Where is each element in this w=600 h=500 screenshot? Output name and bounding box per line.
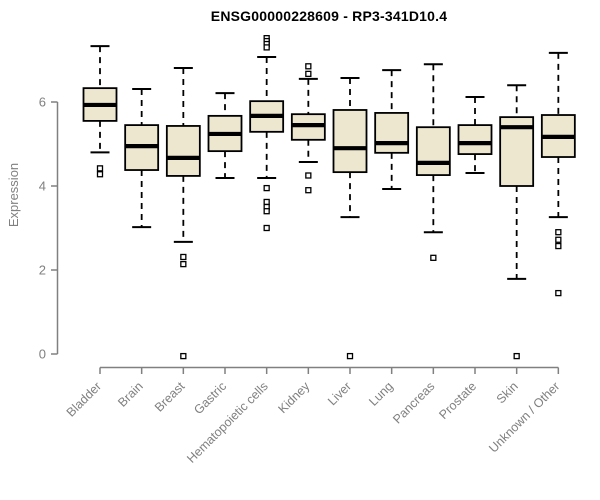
y-tick-label: 0 — [39, 347, 46, 362]
outlier-point — [96, 165, 104, 172]
iqr-box — [415, 126, 451, 176]
chart-title: ENSG00000228609 - RP3-341D10.4 — [210, 8, 448, 24]
x-category-label: Kidney — [276, 379, 313, 416]
outlier-point — [263, 44, 270, 51]
boxplot-group-breast — [165, 66, 201, 360]
outlier-point — [263, 208, 270, 215]
outlier-point — [555, 229, 562, 236]
outlier-point — [305, 63, 312, 70]
boxplot-group-prostate — [457, 95, 493, 174]
x-category-label: Hematopoietic cells — [184, 379, 271, 466]
outlier-point — [555, 236, 562, 243]
outlier-point — [305, 70, 312, 78]
outlier-point — [305, 172, 312, 179]
x-category-label: Prostate — [436, 379, 479, 422]
iqr-box — [457, 124, 493, 155]
outlier-point — [555, 289, 562, 297]
x-category-label: Pancreas — [390, 379, 437, 426]
x-category-label: Breast — [152, 379, 188, 415]
boxplot-group-pancreas — [415, 63, 451, 261]
outlier-point — [513, 352, 520, 360]
boxplot-group-skin — [499, 84, 535, 360]
y-tick-label: 4 — [39, 179, 46, 194]
outlier-point — [263, 198, 270, 206]
x-category-label: Unknown / Other — [486, 379, 562, 455]
boxplot-group-unknown-other — [540, 51, 576, 297]
outlier-point — [96, 171, 104, 178]
boxplot-group-gastric — [207, 92, 243, 180]
boxplot-group-lung — [374, 69, 410, 190]
outlier-point — [263, 184, 270, 192]
y-tick-label: 2 — [39, 263, 46, 278]
y-tick-label: 6 — [39, 95, 46, 110]
iqr-box — [332, 109, 368, 174]
x-category-label: Skin — [494, 379, 521, 406]
x-category-label: Liver — [325, 379, 354, 408]
boxplot-group-liver — [332, 77, 368, 360]
outlier-point — [180, 352, 187, 360]
outlier-point — [346, 352, 354, 360]
x-category-label: Gastric — [191, 379, 229, 417]
outlier-point — [180, 253, 187, 261]
boxplot-group-hematopoietic-cells — [249, 35, 285, 232]
outlier-point — [555, 242, 562, 250]
boxplot-group-kidney — [290, 63, 326, 194]
iqr-box — [165, 125, 201, 177]
boxplot-group-bladder — [82, 45, 118, 178]
boxplot-group-brain — [124, 87, 160, 229]
iqr-box — [374, 112, 410, 154]
outlier-point — [263, 224, 270, 232]
x-category-label: Lung — [366, 379, 396, 409]
x-category-label: Bladder — [64, 379, 104, 419]
outlier-point — [180, 260, 187, 268]
outlier-point — [430, 254, 437, 261]
outlier-point — [305, 187, 312, 194]
x-category-label: Brain — [115, 379, 146, 410]
